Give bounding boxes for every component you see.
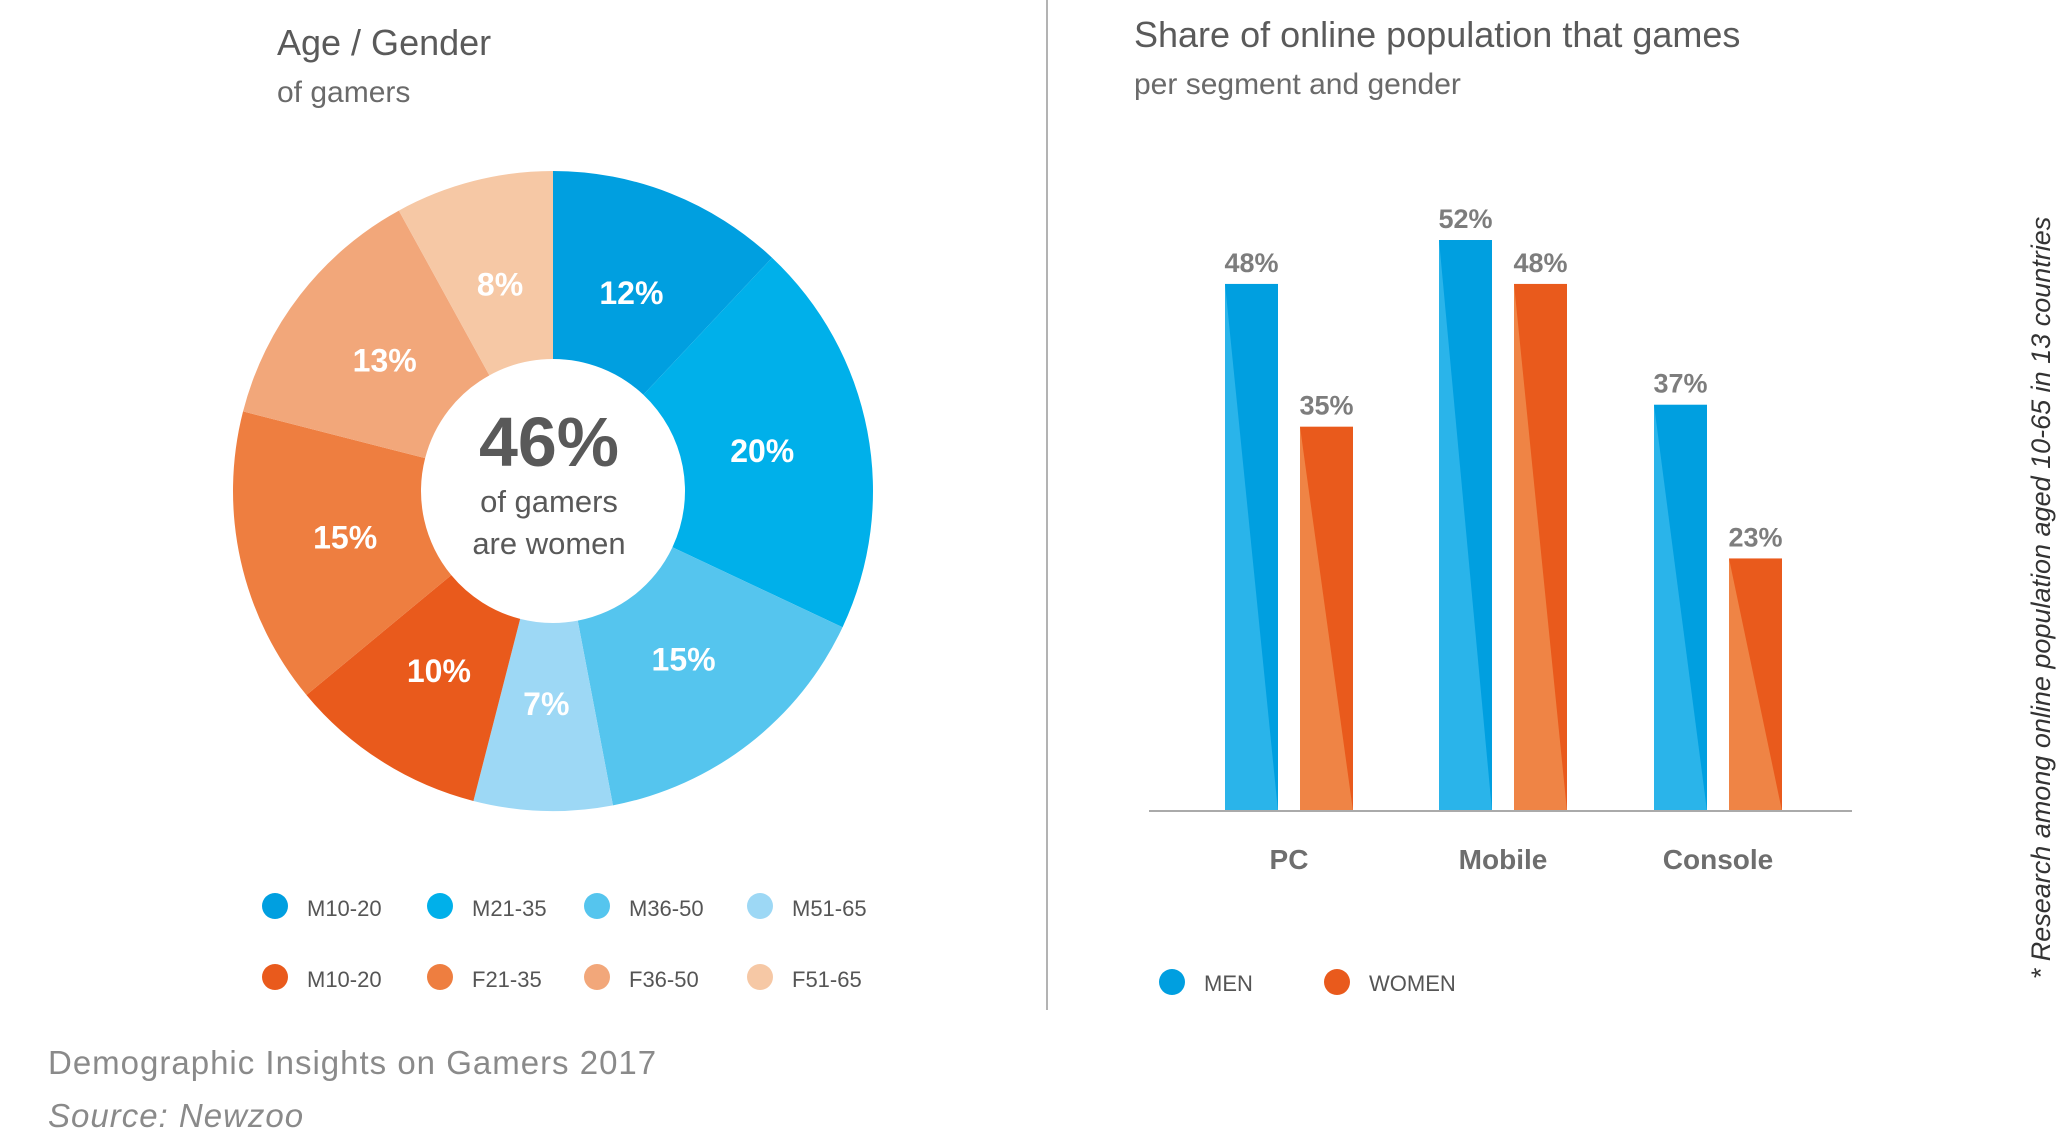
donut-slice-m21-35-1 <box>643 257 873 628</box>
donut-subtitle: of gamers <box>277 76 410 109</box>
legend-swatch-women <box>1324 969 1350 995</box>
legend-label: M10-20 <box>307 967 382 992</box>
donut-slice-label: 7% <box>523 686 569 722</box>
donut-title: Age / Gender <box>277 22 491 63</box>
donut-slice-label: 15% <box>313 519 377 555</box>
category-label-console: Console <box>1663 844 1773 875</box>
category-label-pc: PC <box>1270 844 1309 875</box>
bar-value-label: 23% <box>1728 522 1782 552</box>
bar-value-label: 52% <box>1438 204 1492 234</box>
donut-slice-f21-35-5 <box>233 411 452 695</box>
legend-label: M36-50 <box>629 896 704 921</box>
bar-shade-women-pc <box>1300 426 1353 811</box>
donut-slice-label: 13% <box>353 342 417 378</box>
bar-value-label: 37% <box>1653 369 1707 399</box>
donut-center-percent: 46% <box>479 403 619 481</box>
legend-swatch <box>747 893 773 919</box>
legend-swatch <box>262 964 288 990</box>
bar-value-label: 35% <box>1299 391 1353 421</box>
footer-title: Demographic Insights on Gamers 2017 <box>48 1044 657 1081</box>
bar-shade-men-mobile <box>1439 240 1492 811</box>
donut-slice-m10-20-0 <box>553 171 773 395</box>
legend-label: M21-35 <box>472 896 547 921</box>
legend-label: F36-50 <box>629 967 699 992</box>
legend-label: F21-35 <box>472 967 542 992</box>
legend-label-men: MEN <box>1204 971 1253 996</box>
donut-slice-m51-65-3 <box>473 618 613 811</box>
donut-legend: M10-20 M21-35 M36-50 M51-65 M10-20 F21-3… <box>262 893 867 992</box>
donut-slice-m36-50-2 <box>577 547 843 806</box>
donut-slice-label: 20% <box>730 433 794 469</box>
donut-slice-label: 12% <box>599 275 663 311</box>
legend-swatch <box>584 893 610 919</box>
footer-source: Source: Newzoo <box>48 1097 304 1134</box>
donut-center-line2: are women <box>472 526 625 561</box>
legend-label: F51-65 <box>792 967 862 992</box>
category-label-mobile: Mobile <box>1459 844 1548 875</box>
research-footnote: * Research among online population aged … <box>2026 217 2056 980</box>
bar-value-label: 48% <box>1224 248 1278 278</box>
donut-chart: 12% 20% 15% 7% 10% 15% 13% 8% <box>233 171 873 811</box>
donut-slice-label: 8% <box>477 267 523 303</box>
bar-chart-title: Share of online population that games <box>1134 14 1740 55</box>
donut-slice-label: 10% <box>407 653 471 689</box>
donut-center-line1: of gamers <box>480 484 618 519</box>
legend-swatch <box>584 964 610 990</box>
legend-label: M51-65 <box>792 896 867 921</box>
donut-slice-f36-50-6 <box>243 210 490 459</box>
bar-chart: 48% 52% 37% 35% 48% 23% <box>1224 204 1783 811</box>
bar-shade-men-console <box>1654 404 1707 811</box>
legend-label-women: WOMEN <box>1369 971 1456 996</box>
bar-shade-women-console <box>1729 558 1782 811</box>
bar-value-label: 48% <box>1513 248 1567 278</box>
legend-swatch <box>427 964 453 990</box>
legend-label: M10-20 <box>307 896 382 921</box>
bar-legend: MEN WOMEN <box>1159 969 1456 996</box>
donut-slice-label: 15% <box>652 641 716 677</box>
bar-shade-men-pc <box>1225 283 1278 811</box>
bar-shade-women-mobile <box>1514 283 1567 811</box>
legend-swatch <box>747 964 773 990</box>
legend-swatch <box>427 893 453 919</box>
donut-slice-m10-20-4 <box>306 575 521 801</box>
bar-chart-subtitle: per segment and gender <box>1134 68 1461 101</box>
donut-slice-f51-65-7 <box>398 171 553 376</box>
legend-swatch <box>262 893 288 919</box>
legend-swatch-men <box>1159 969 1185 995</box>
